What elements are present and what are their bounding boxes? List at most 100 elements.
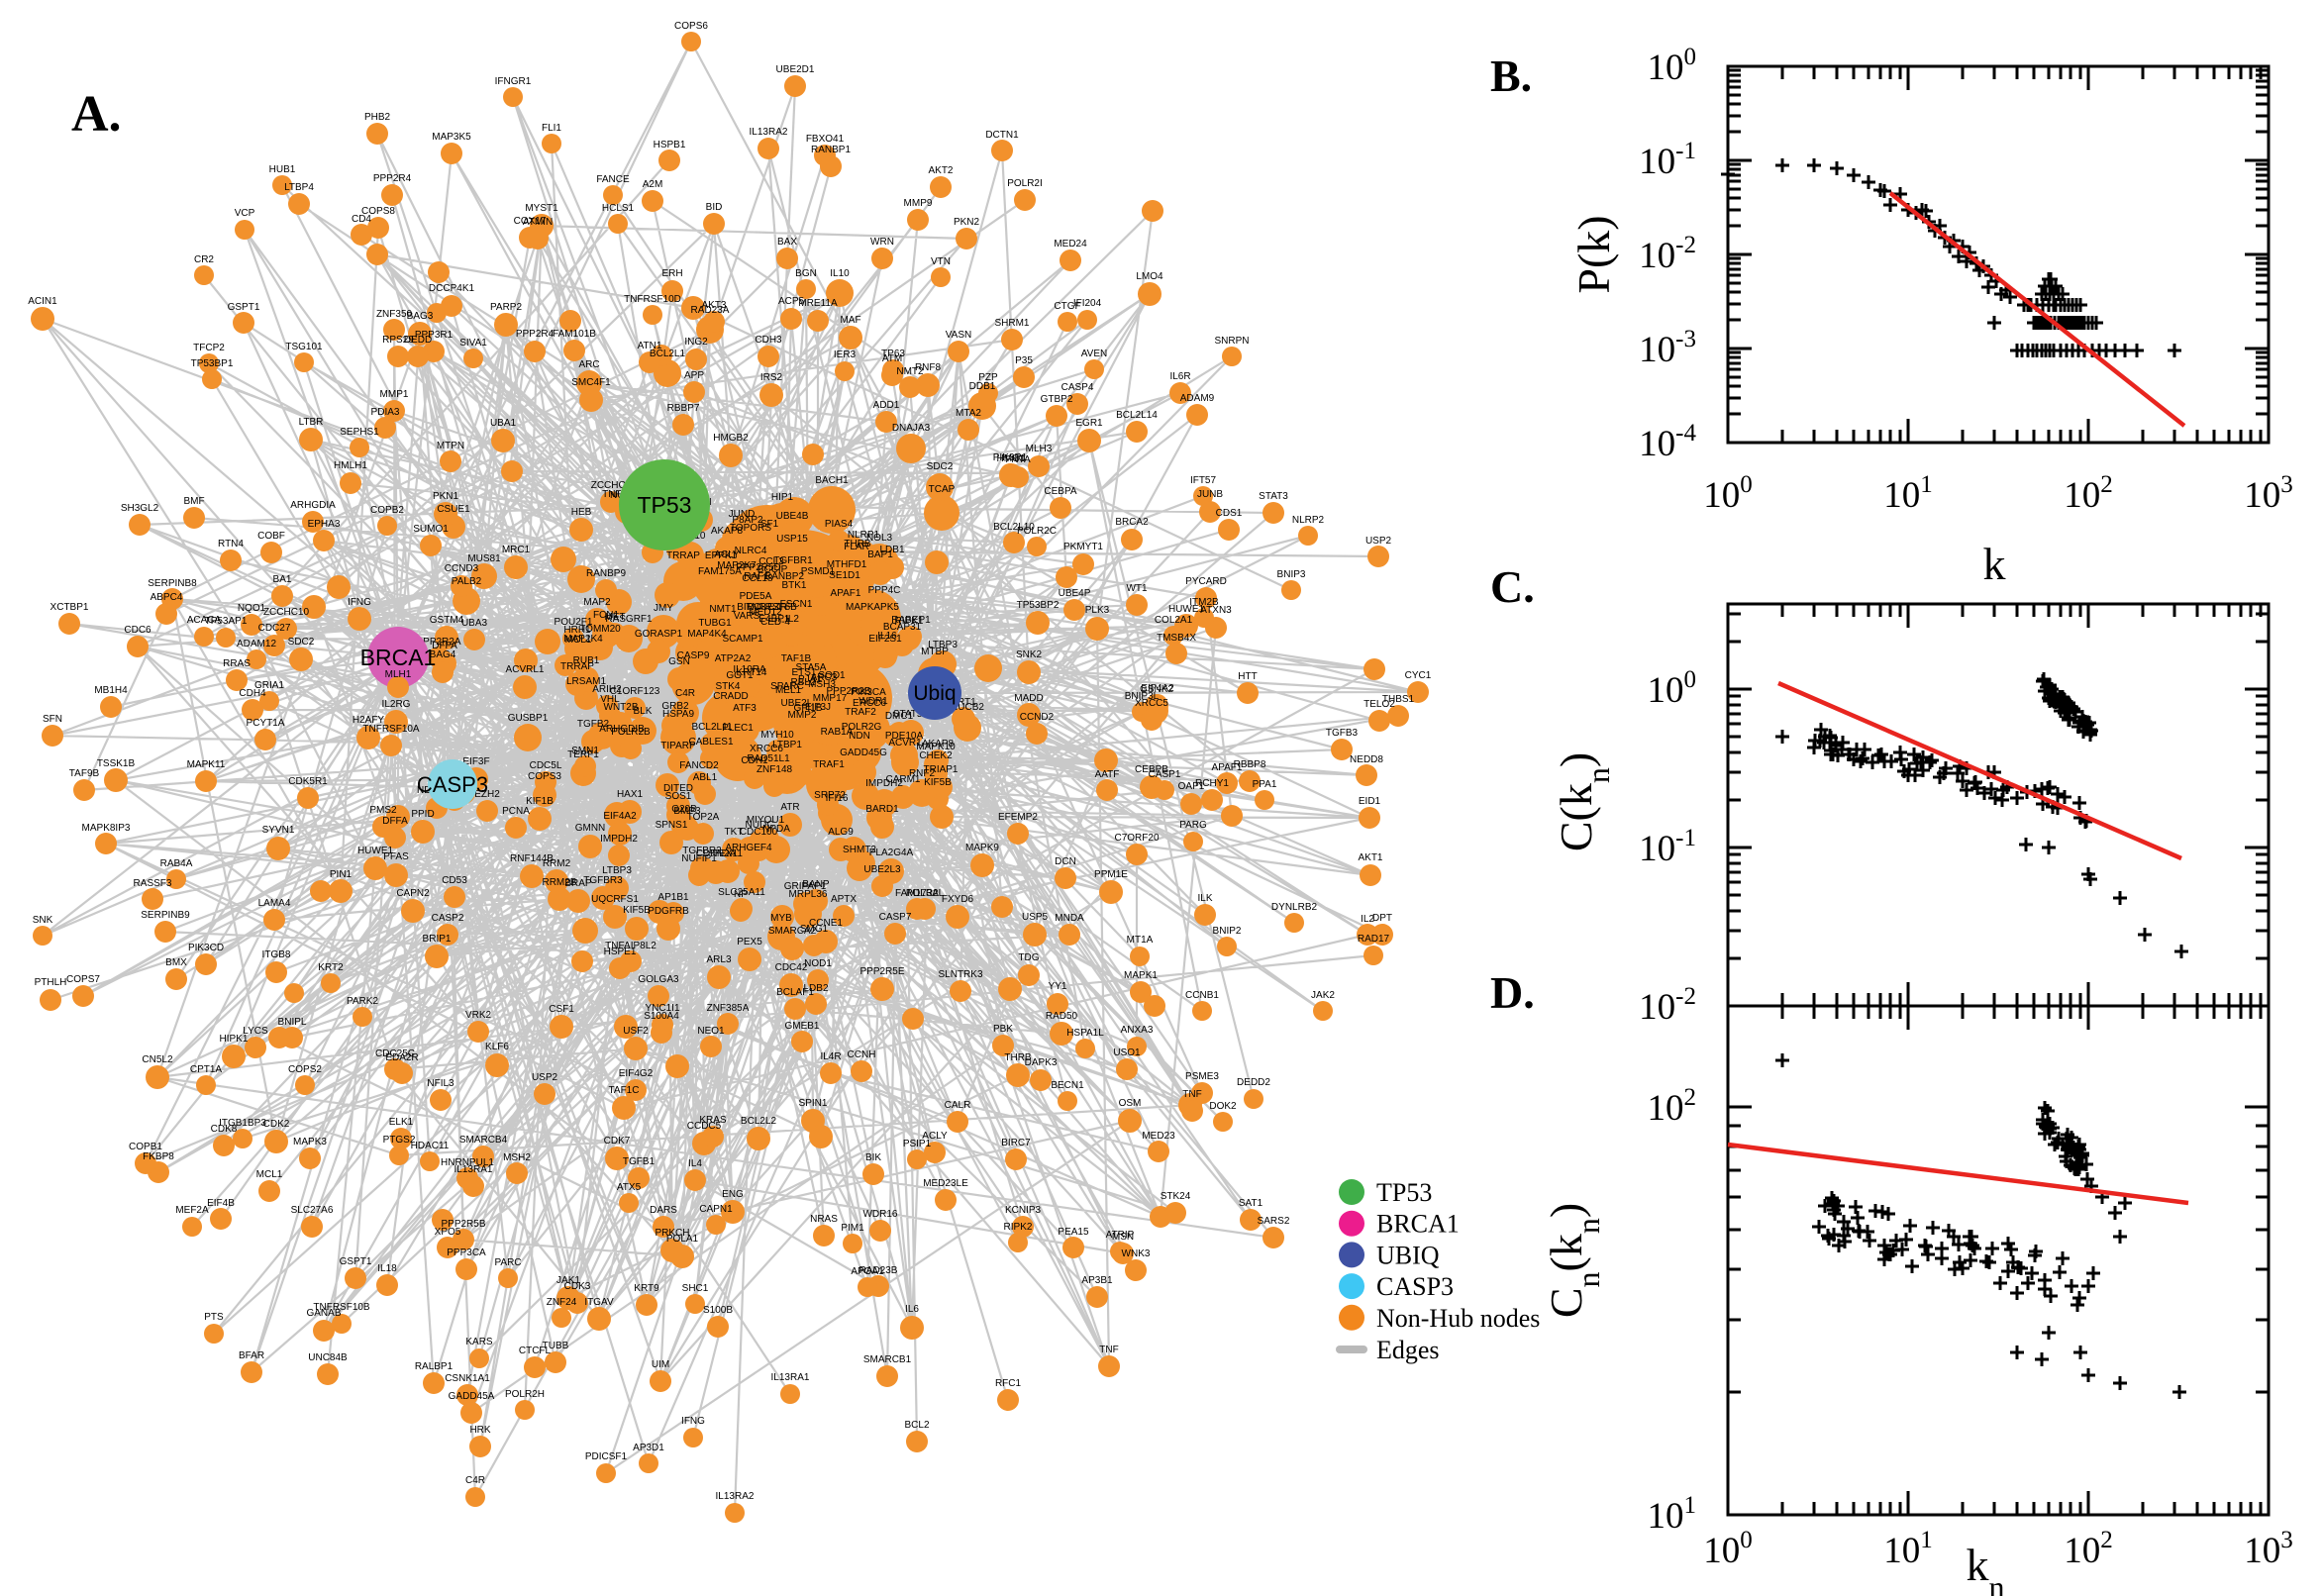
svg-text:ALG9: ALG9 (828, 827, 854, 838)
svg-text:AP3D1: AP3D1 (633, 1443, 664, 1453)
svg-text:SCAMP1: SCAMP1 (722, 634, 763, 645)
svg-text:SMN1: SMN1 (571, 746, 599, 756)
svg-text:DFFA: DFFA (382, 816, 408, 827)
svg-text:IL13RA2: IL13RA2 (750, 127, 788, 138)
svg-text:PPP3R1: PPP3R1 (415, 330, 454, 341)
svg-text:TCAP: TCAP (929, 484, 956, 495)
svg-text:SPIN1: SPIN1 (799, 1098, 828, 1109)
svg-text:GTBP2: GTBP2 (1041, 394, 1073, 405)
svg-text:WDR1: WDR1 (858, 696, 888, 707)
svg-text:SUMO1: SUMO1 (413, 524, 449, 535)
svg-text:WNK3: WNK3 (1122, 1248, 1151, 1259)
svg-text:CARM1: CARM1 (885, 774, 920, 785)
svg-text:P35: P35 (1015, 355, 1033, 366)
svg-text:MED23LE: MED23LE (923, 1178, 968, 1189)
svg-text:DAPK3: DAPK3 (1025, 1057, 1058, 1068)
svg-text:CD4: CD4 (352, 214, 371, 225)
svg-text:EIF2S1: EIF2S1 (868, 634, 902, 645)
svg-text:SDC2: SDC2 (927, 461, 954, 472)
svg-text:TNFRSF6B: TNFRSF6B (746, 602, 797, 613)
svg-text:BCL2L2: BCL2L2 (741, 1116, 777, 1127)
svg-text:PDE5A: PDE5A (740, 591, 772, 602)
svg-text:MAP4K4: MAP4K4 (687, 629, 727, 640)
svg-text:ZNF350: ZNF350 (376, 309, 413, 320)
svg-text:RBL2: RBL2 (790, 677, 815, 688)
svg-text:P8AP2: P8AP2 (732, 515, 763, 526)
svg-text:EPHA3: EPHA3 (308, 519, 341, 530)
svg-text:PTGS2: PTGS2 (383, 1135, 416, 1146)
svg-text:BIRC7: BIRC7 (1001, 1138, 1031, 1148)
svg-text:MLH1: MLH1 (385, 669, 412, 680)
svg-text:SPARC: SPARC (770, 681, 804, 692)
svg-text:NOD1: NOD1 (804, 958, 832, 969)
svg-text:C.: C. (1490, 561, 1535, 612)
svg-text:HAX1: HAX1 (617, 789, 644, 800)
svg-text:BGN: BGN (795, 268, 817, 279)
svg-text:BANP: BANP (802, 879, 830, 890)
svg-text:CD53: CD53 (442, 875, 467, 886)
svg-text:ELK1: ELK1 (389, 1117, 414, 1128)
svg-text:MMP1: MMP1 (380, 389, 409, 400)
svg-text:BIRC8: BIRC8 (737, 602, 766, 613)
svg-text:STK24: STK24 (1161, 1191, 1191, 1202)
svg-text:HUWE1: HUWE1 (1168, 604, 1205, 615)
svg-text:MAPK11: MAPK11 (187, 759, 226, 770)
svg-text:RBBP7: RBBP7 (667, 403, 700, 414)
svg-text:COL2A1: COL2A1 (1155, 615, 1193, 626)
svg-text:HSPA9: HSPA9 (662, 709, 694, 720)
svg-text:ADAM9: ADAM9 (1180, 393, 1215, 404)
svg-text:TNFRSF10B: TNFRSF10B (313, 1302, 370, 1313)
svg-text:S100A4: S100A4 (644, 1011, 679, 1022)
svg-text:CDK8: CDK8 (211, 1124, 238, 1135)
svg-text:KRT2: KRT2 (318, 962, 344, 973)
svg-text:PARP2: PARP2 (490, 302, 522, 313)
svg-text:DOK2: DOK2 (1209, 1101, 1237, 1112)
svg-text:CDH4: CDH4 (239, 688, 266, 699)
svg-text:PDE10A: PDE10A (885, 731, 924, 742)
svg-text:RFC1: RFC1 (995, 1378, 1022, 1389)
svg-text:MAPK10: MAPK10 (916, 742, 956, 752)
svg-text:ENG: ENG (722, 1189, 744, 1200)
svg-text:TGFB1: TGFB1 (623, 1156, 656, 1167)
svg-text:XCTBP1: XCTBP1 (50, 602, 89, 613)
svg-text:ATMIN: ATMIN (523, 217, 553, 228)
svg-text:CEBPB: CEBPB (1135, 764, 1168, 775)
svg-text:GANAB: GANAB (306, 1308, 341, 1319)
svg-text:TIPARP: TIPARP (660, 741, 696, 751)
svg-text:Ubiq: Ubiq (913, 682, 956, 705)
svg-text:KRT9: KRT9 (634, 1283, 659, 1294)
svg-text:TUBG1: TUBG1 (698, 618, 732, 629)
svg-text:EDA2R: EDA2R (385, 1052, 418, 1063)
svg-text:THRB: THRB (844, 539, 871, 549)
svg-text:XRCC5: XRCC5 (1135, 698, 1168, 709)
svg-text:ATN1: ATN1 (638, 341, 662, 351)
svg-text:HSPE1: HSPE1 (604, 947, 637, 957)
svg-text:ATM: ATM (882, 353, 902, 364)
svg-text:NOL3: NOL3 (866, 533, 893, 544)
svg-text:PPA1: PPA1 (1253, 779, 1277, 790)
svg-text:CED-4: CED-4 (760, 617, 790, 628)
svg-text:GRB2: GRB2 (661, 701, 689, 712)
svg-text:CASP2: CASP2 (432, 913, 464, 924)
svg-text:ZNF24: ZNF24 (547, 1297, 577, 1308)
svg-text:XPO5: XPO5 (435, 1227, 461, 1238)
svg-text:ATX5: ATX5 (617, 1182, 642, 1193)
svg-text:RUB1: RUB1 (573, 655, 600, 666)
svg-text:TOP2A: TOP2A (687, 812, 720, 823)
svg-text:PPP2R2B: PPP2R2B (826, 686, 870, 697)
svg-text:MYH10: MYH10 (760, 730, 794, 741)
svg-text:JMY: JMY (654, 603, 673, 614)
svg-text:C7ORF20: C7ORF20 (1114, 833, 1159, 844)
svg-text:VTN: VTN (931, 256, 951, 267)
svg-text:TFCP2: TFCP2 (193, 343, 225, 353)
svg-text:PEX5: PEX5 (737, 937, 762, 948)
svg-text:VHL: VHL (600, 694, 620, 705)
svg-text:DCTN1: DCTN1 (985, 130, 1019, 141)
svg-text:C4R: C4R (465, 1475, 485, 1486)
svg-text:CCL3: CCL3 (758, 556, 784, 567)
svg-text:COPS7: COPS7 (66, 974, 100, 985)
svg-text:CDC100: CDC100 (740, 827, 778, 838)
svg-text:IL16: IL16 (877, 631, 897, 642)
svg-text:AP1B1: AP1B1 (657, 892, 689, 903)
svg-text:COPS3: COPS3 (528, 771, 561, 782)
